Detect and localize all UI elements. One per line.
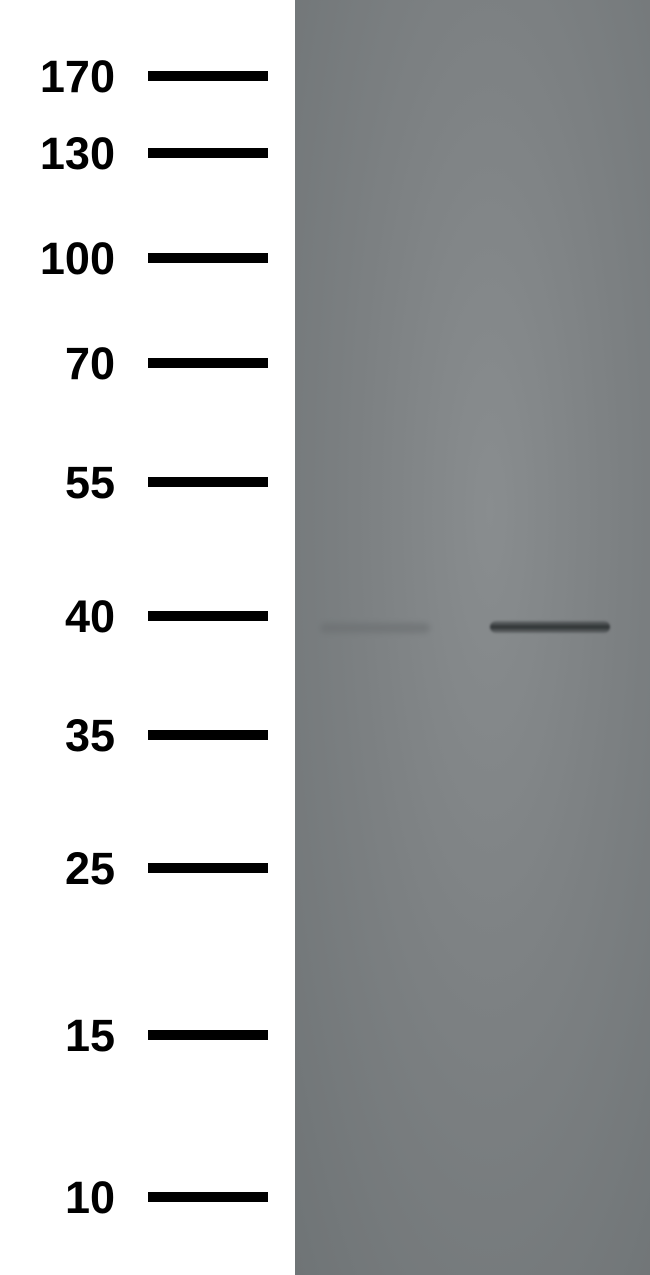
western-blot-figure: 170 130 100 70 55 40 35 25 15 10 [0, 0, 650, 1275]
mw-marker-tick [148, 1192, 268, 1202]
mw-marker-tick [148, 730, 268, 740]
mw-marker-tick [148, 1030, 268, 1040]
faint-band [320, 623, 430, 633]
mw-marker-label: 10 [5, 1172, 115, 1224]
blot-membrane [295, 0, 650, 1275]
mw-marker-label: 55 [5, 457, 115, 509]
mw-marker-label: 25 [5, 843, 115, 895]
mw-marker-label: 170 [5, 51, 115, 103]
mw-marker-label: 130 [5, 128, 115, 180]
mw-marker-tick [148, 477, 268, 487]
protein-band [490, 621, 610, 633]
mw-marker-label: 35 [5, 710, 115, 762]
mw-marker-label: 40 [5, 591, 115, 643]
mw-marker-label: 70 [5, 338, 115, 390]
mw-marker-label: 100 [5, 233, 115, 285]
mw-marker-tick [148, 71, 268, 81]
mw-marker-tick [148, 863, 268, 873]
mw-marker-tick [148, 358, 268, 368]
mw-marker-tick [148, 253, 268, 263]
mw-marker-label: 15 [5, 1010, 115, 1062]
mw-marker-tick [148, 148, 268, 158]
mw-marker-tick [148, 611, 268, 621]
